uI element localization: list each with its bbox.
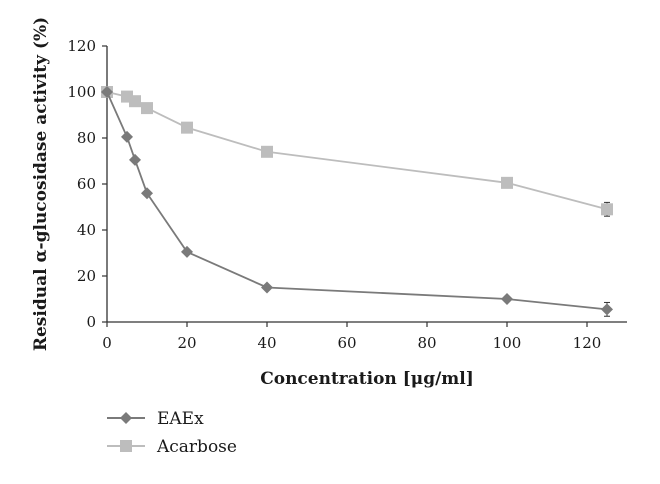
data-point-acarbose [181,121,193,134]
data-point-acarbose [141,102,153,115]
y-tick-label: 80 [77,129,96,147]
x-tick-label: 0 [102,334,112,352]
legend-eaex-marker [120,412,132,424]
x-axis-title: Concentration [μg/ml] [260,369,474,389]
data-point-eaex [261,281,273,294]
x-tick-label: 120 [573,334,602,352]
y-axis-ticks: 0 20 40 60 80 100 120 [67,37,107,331]
legend-acarbose-label: Acarbose [156,437,237,457]
data-point-eaex [101,86,113,98]
series-eaex [101,86,613,317]
x-tick-label: 60 [337,334,356,352]
data-point-eaex [181,245,193,258]
legend-acarbose-marker [120,440,132,452]
series-layer [101,86,613,317]
x-tick-label: 40 [257,334,276,352]
legend-entry-acarbose: Acarbose [107,437,237,457]
legend-eaex-label: EAEx [157,409,204,429]
y-axis-title: Residual α-glucosidase activity (%) [31,17,51,351]
data-point-acarbose [261,145,273,158]
plot-area [106,46,627,323]
series-line-acarbose [106,91,608,211]
data-point-acarbose [129,95,141,108]
series-acarbose [101,86,613,217]
data-point-eaex [601,303,613,316]
x-tick-label: 100 [493,334,522,352]
y-tick-label: 0 [86,313,96,331]
data-point-eaex [141,187,153,200]
x-tick-label: 20 [177,334,196,352]
data-point-eaex [121,130,133,143]
data-point-acarbose [501,176,513,189]
x-tick-label: 80 [417,334,436,352]
data-point-eaex [129,153,141,166]
y-tick-label: 120 [67,37,96,55]
y-tick-label: 40 [77,221,96,239]
legend-entry-eaex: EAEx [107,409,204,429]
y-tick-label: 20 [77,267,96,285]
data-point-eaex [501,293,513,305]
x-axis-ticks: 0 20 40 60 80 100 120 [102,322,601,352]
y-tick-label: 60 [77,175,96,193]
legend: EAEx Acarbose [107,409,237,457]
y-tick-label: 100 [67,83,96,101]
data-point-acarbose [601,203,613,216]
